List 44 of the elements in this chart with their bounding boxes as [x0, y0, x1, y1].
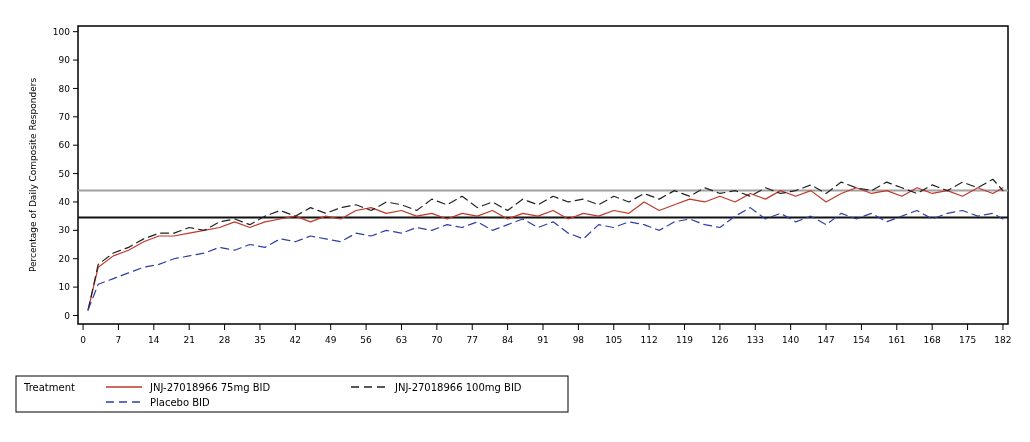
x-tick-label: 140 [782, 335, 800, 345]
x-tick-label: 119 [675, 335, 694, 345]
x-tick-label: 161 [888, 335, 906, 345]
y-tick-label: 80 [58, 83, 71, 94]
x-tick-label: 14 [148, 335, 160, 345]
legend-label: Placebo BID [150, 396, 211, 408]
x-tick-label: 154 [852, 335, 871, 345]
x-tick-label: 7 [115, 335, 122, 345]
x-tick-label: 112 [640, 335, 658, 345]
x-tick-label: 28 [218, 335, 231, 345]
x-tick-label: 56 [360, 335, 373, 345]
y-axis-title: Percentage of Daily Composite Responders [28, 77, 38, 273]
x-tick-label: 105 [605, 335, 623, 345]
legend-label: JNJ-27018966 75mg BID [149, 381, 271, 393]
y-tick-label: 20 [58, 253, 71, 264]
y-tick-label: 70 [58, 111, 71, 122]
x-tick-label: 63 [395, 335, 408, 345]
line-series [87, 207, 1004, 311]
legend-title: Treatment [23, 382, 75, 393]
y-tick-label: 90 [58, 55, 71, 66]
x-tick-label: 91 [537, 335, 549, 345]
x-tick-label: 168 [923, 335, 942, 345]
x-tick-label: 98 [572, 335, 585, 345]
x-tick-label: 84 [501, 335, 514, 345]
legend-label: JNJ-27018966 100mg BID [394, 381, 522, 393]
y-tick-label: 100 [52, 26, 71, 37]
y-tick-label: 30 [58, 225, 71, 236]
x-tick-label: 42 [289, 335, 302, 345]
x-tick-label: 182 [994, 335, 1012, 345]
x-tick-label: 126 [711, 335, 729, 345]
y-tick-label: 60 [58, 140, 71, 151]
x-tick-label: 35 [254, 335, 266, 345]
x-tick-label: 147 [817, 335, 835, 345]
y-tick-label: 50 [58, 168, 71, 179]
x-tick-label: 0 [80, 335, 87, 345]
x-tick-label: 21 [183, 335, 195, 345]
y-tick-label: 0 [64, 310, 71, 321]
x-tick-label: 133 [746, 335, 764, 345]
y-tick-label: 10 [58, 282, 71, 293]
y-tick-label: 40 [58, 197, 71, 208]
x-tick-label: 49 [324, 335, 337, 345]
x-tick-label: 77 [466, 335, 478, 345]
x-tick-label: 175 [958, 335, 977, 345]
x-tick-label: 70 [431, 335, 443, 345]
